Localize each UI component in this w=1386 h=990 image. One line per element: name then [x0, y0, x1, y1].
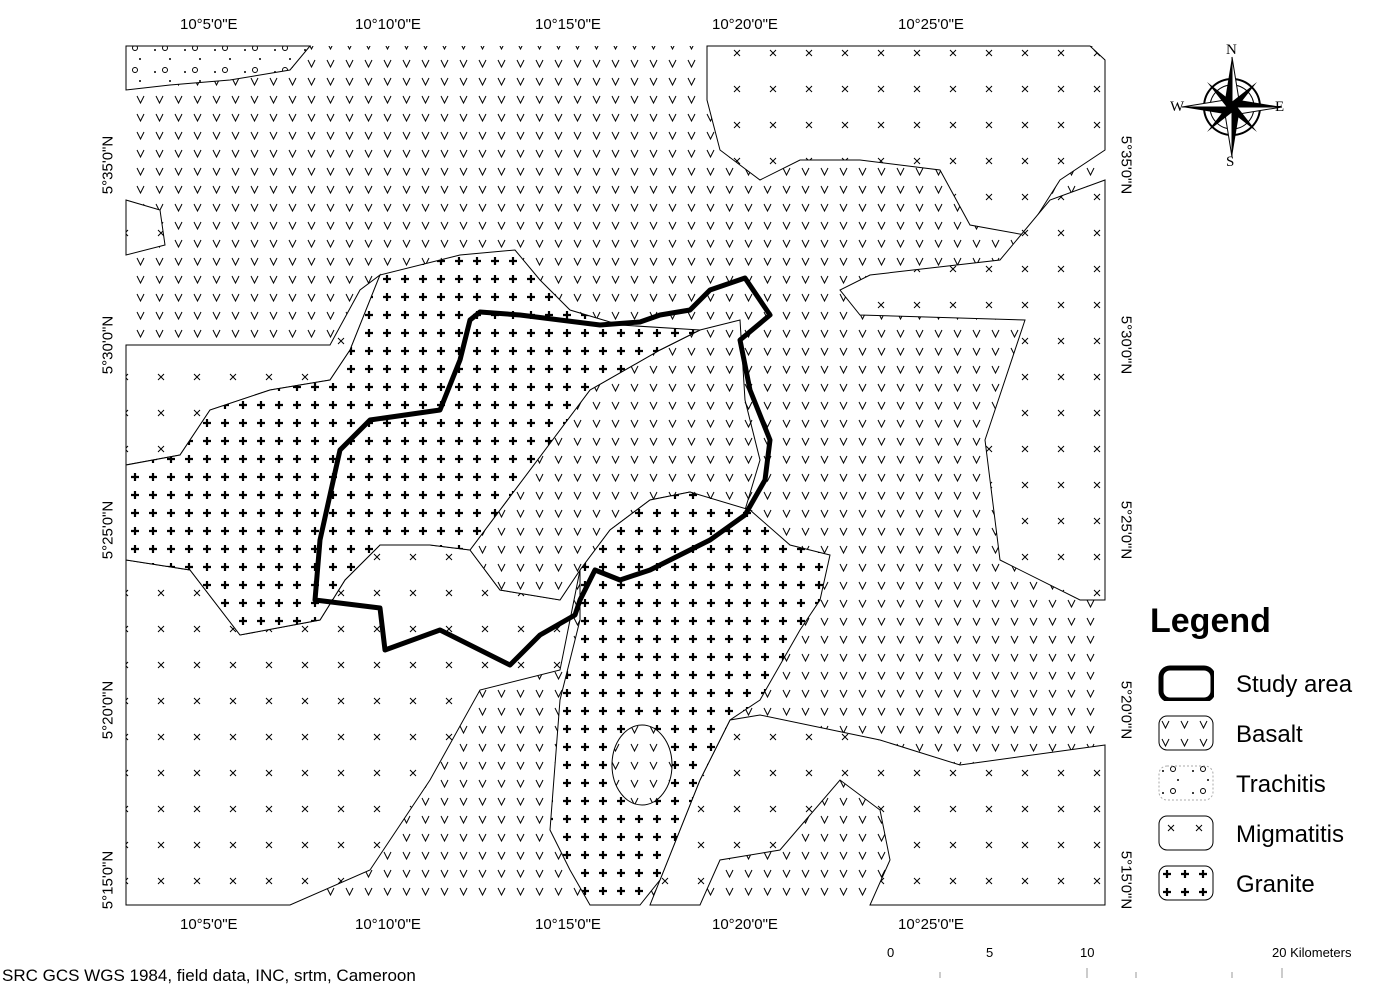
right-label: 5°25'0"N [1117, 500, 1135, 560]
basalt-swatch [1158, 715, 1214, 751]
bottom-label: 10°25'0"E [898, 916, 964, 933]
map-frame [125, 45, 1106, 906]
migmatitis-top-right [706, 45, 1106, 236]
top-label: 10°15'0"E [535, 16, 601, 33]
granite-north [125, 249, 702, 636]
legend-label: Basalt [1236, 721, 1303, 748]
bottom-label: 10°15'0"E [535, 916, 601, 933]
left-label: 5°25'0"N [99, 500, 117, 560]
migmatitis-left-top [125, 199, 166, 256]
study-area-swatch [1158, 665, 1214, 701]
left-label: 5°30'0"N [99, 315, 117, 375]
right-label: 5°20'0"N [1117, 680, 1135, 740]
legend-label: Granite [1236, 871, 1315, 898]
source-note: SRC GCS WGS 1984, field data, INC, srtm,… [2, 966, 416, 985]
legend-label: Migmatitis [1236, 821, 1345, 848]
basalt-inlier [611, 724, 673, 806]
compass-s: S [1226, 154, 1235, 170]
top-label: 10°5'0"E [180, 16, 238, 33]
legend-label: Study area [1236, 671, 1353, 698]
scale-label-20: 20 Kilometers [1272, 945, 1352, 960]
migmatitis-bottom-right [649, 714, 1106, 906]
trachitis-swatch [1158, 765, 1214, 801]
left-label: 5°35'0"N [99, 135, 117, 195]
trachitis-top-left [125, 45, 312, 91]
compass-w: W [1170, 99, 1185, 115]
migmatitis-right [839, 179, 1106, 601]
legend-title: Legend [1150, 602, 1271, 640]
scale-bar [939, 968, 1283, 978]
scale-label-5: 5 [986, 945, 994, 960]
top-label: 10°25'0"E [898, 16, 964, 33]
top-label: 10°10'0"E [355, 16, 421, 33]
north-arrow-compass-rose-icon [1181, 56, 1283, 158]
top-label: 10°20'0"E [712, 16, 778, 33]
left-label: 5°15'0"N [99, 850, 117, 910]
bottom-label: 10°5'0"E [180, 916, 238, 933]
legend-label: Trachitis [1236, 771, 1326, 798]
compass-e: E [1275, 99, 1285, 115]
right-label: 5°15'0"N [1117, 850, 1135, 910]
scale-label-0: 0 [887, 945, 895, 960]
right-label: 5°30'0"N [1117, 315, 1135, 375]
right-label: 5°35'0"N [1117, 135, 1135, 195]
left-label: 5°20'0"N [99, 680, 117, 740]
granite-swatch [1158, 865, 1214, 901]
bottom-label: 10°10'0"E [355, 916, 421, 933]
granite-south [549, 491, 831, 906]
migmatitis-swatch [1158, 815, 1214, 851]
bottom-label: 10°20'0"E [712, 916, 778, 933]
scale-label-10: 10 [1080, 945, 1095, 960]
compass-n: N [1226, 42, 1237, 58]
study-area-boundary [312, 275, 773, 668]
